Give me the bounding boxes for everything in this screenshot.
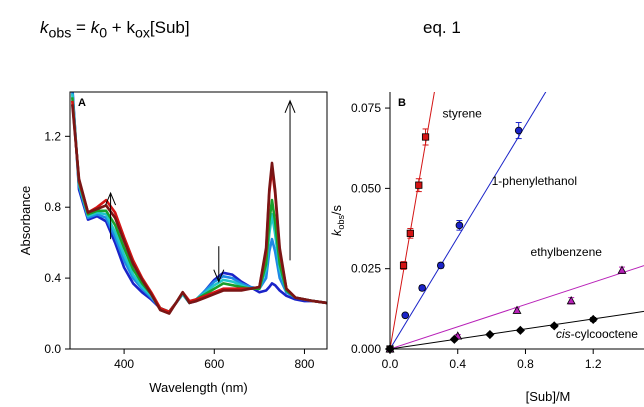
substrate-term: [Sub]	[149, 18, 190, 37]
panel-b-xtick-label-3: 1.2	[585, 357, 602, 371]
panel-b-ytick-label-0: 0.000	[351, 342, 381, 356]
panel-a-ytick-label-3: 1.2	[44, 129, 61, 143]
data-point-3-4	[617, 265, 627, 274]
data-point-2-4	[455, 221, 464, 230]
series-label-4: cis-cylcooctene	[556, 327, 638, 341]
data-point-2-3	[436, 261, 445, 270]
panel-a-frame	[69, 91, 328, 350]
data-point-4-5	[588, 314, 598, 325]
data-point-1-1	[399, 261, 408, 270]
data-point-4-0	[385, 344, 395, 354]
data-point-4-4	[549, 321, 559, 331]
spectrum-curve-2	[71, 92, 327, 314]
equals-sign: =	[71, 18, 91, 37]
series-label-1: styrene	[442, 107, 482, 121]
panel-b-xtick-label-1: 0.4	[449, 357, 466, 371]
ylabel-k: k	[329, 228, 344, 236]
panel-a-ytick-label-2: 0.8	[44, 200, 61, 214]
panel-b-xtick-label-0: 0.0	[382, 357, 399, 371]
panel-b-label: B	[398, 97, 406, 109]
ox-subscript: ox	[134, 25, 150, 42]
ylabel-obs: obs	[336, 215, 346, 230]
panel-a-xlabel: Wavelength (nm)	[149, 380, 248, 395]
data-point-1-2	[406, 229, 414, 237]
panel-a-ytick-label-1: 0.4	[44, 271, 61, 285]
spectrum-curve-4	[71, 97, 327, 314]
panel-b-ytick-label-1: 0.025	[351, 262, 381, 276]
plus-k: + k	[107, 18, 135, 37]
data-point-4-2	[485, 329, 495, 340]
panel-a-label: A	[78, 97, 86, 109]
obs-subscript: obs	[48, 25, 72, 42]
data-point-1-3	[415, 181, 423, 189]
data-point-2-1	[401, 311, 410, 320]
spectrum-curve-6	[71, 104, 327, 315]
panel-a-xtick-label-800: 800	[294, 357, 314, 371]
panel-a-ytick-label-0: 0.0	[44, 342, 61, 356]
panel-a-curves	[71, 92, 327, 315]
change-arrow-head-1	[105, 191, 117, 206]
series-label-rest: -cylcooctene	[571, 327, 639, 341]
panel-b-xlabel: [Sub]/M	[526, 389, 571, 404]
data-point-2-5	[514, 126, 523, 135]
k0-symbol: k	[90, 18, 100, 37]
panel-b-xtick-label-2: 0.8	[517, 357, 534, 371]
k0-subscript: 0	[99, 25, 108, 42]
change-arrow-head-2	[213, 269, 225, 283]
panel-a-ylabel: Absorbance	[18, 186, 33, 255]
panel-a-xtick-label-600: 600	[204, 357, 224, 371]
data-point-2-2	[418, 284, 426, 292]
series-label-3: ethylbenzene	[531, 245, 603, 259]
data-point-3-3	[566, 295, 576, 305]
series-label-2: 1-phenylethanol	[492, 174, 577, 188]
panel-b-ytick-label-2: 0.050	[351, 181, 381, 195]
series-label-italic: cis	[556, 327, 571, 341]
data-point-3-2	[512, 305, 522, 314]
k-symbol: k	[40, 18, 49, 37]
panel-b-ylabel: kobs/s	[329, 204, 346, 236]
panel-b-ytick-label-3: 0.075	[351, 101, 381, 115]
data-point-1-4	[421, 133, 430, 141]
panel-a-xtick-label-400: 400	[114, 357, 134, 371]
equation-number: eq. 1	[423, 18, 461, 37]
rate-equation: kobs = k0 + kox[Sub]	[40, 18, 190, 41]
fit-line-1	[390, 92, 435, 349]
ylabel-unit: /s	[329, 204, 344, 215]
data-point-4-3	[515, 325, 525, 335]
fit-line-2	[390, 92, 547, 349]
data-point-4-1	[449, 334, 459, 344]
change-arrow-head-3	[284, 99, 296, 114]
